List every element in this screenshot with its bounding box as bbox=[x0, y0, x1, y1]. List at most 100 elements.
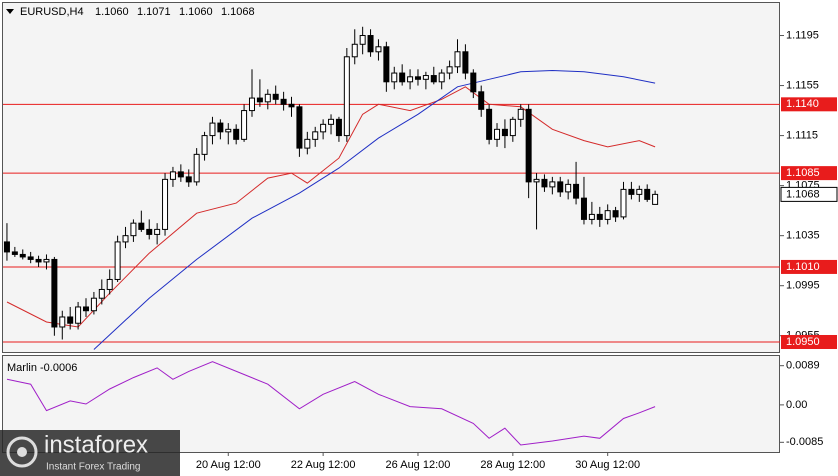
header-value: 1.1060 bbox=[179, 6, 213, 18]
current-price-label: 1.1068 bbox=[786, 188, 820, 200]
chart-title: EURUSD,H4 bbox=[20, 6, 84, 18]
candle-body bbox=[312, 131, 319, 140]
candle-body bbox=[454, 51, 461, 68]
candle-body bbox=[628, 188, 635, 195]
candle-body bbox=[375, 46, 382, 53]
candle-body bbox=[636, 188, 643, 195]
current-price-box bbox=[780, 186, 838, 202]
candle-body bbox=[580, 197, 587, 220]
candle-body bbox=[565, 183, 572, 193]
candle-body bbox=[154, 228, 161, 235]
x-tick-label: 28 Aug 12:00 bbox=[480, 459, 545, 471]
moving-average bbox=[93, 69, 656, 350]
candle-body bbox=[533, 178, 540, 183]
candle-body bbox=[193, 153, 200, 183]
candle-body bbox=[494, 128, 501, 140]
candle-body bbox=[217, 122, 224, 133]
candle-body bbox=[438, 72, 445, 83]
candle-body bbox=[604, 210, 611, 220]
candle-body bbox=[407, 76, 414, 83]
level-label: 1.1140 bbox=[786, 98, 819, 110]
candle-body bbox=[209, 122, 216, 137]
candle-body bbox=[225, 128, 232, 133]
candle-body bbox=[241, 110, 248, 140]
candle-body bbox=[272, 93, 279, 100]
candle-body bbox=[359, 35, 366, 45]
candle-body bbox=[35, 258, 42, 263]
candle-body bbox=[90, 297, 97, 312]
candle-body bbox=[233, 128, 240, 140]
candle-body bbox=[82, 306, 89, 312]
candle-body bbox=[264, 93, 271, 103]
x-tick-label: 26 Aug 12:00 bbox=[386, 459, 451, 471]
candle-body bbox=[367, 35, 374, 53]
candle-body bbox=[573, 183, 580, 199]
candle-body bbox=[509, 118, 516, 137]
candle-body bbox=[185, 176, 192, 183]
candle-body bbox=[596, 213, 603, 220]
candle-body bbox=[19, 253, 26, 258]
candle-body bbox=[486, 108, 493, 140]
candle-body bbox=[280, 98, 287, 105]
x-tick-label: 22 Aug 12:00 bbox=[291, 459, 356, 471]
candle-body bbox=[98, 288, 105, 299]
candle-body bbox=[501, 128, 508, 137]
candle-body bbox=[517, 108, 524, 120]
candle-body bbox=[422, 75, 429, 80]
candle-body bbox=[470, 72, 477, 93]
candle-body bbox=[652, 193, 659, 205]
watermark-logo-dot bbox=[17, 447, 27, 457]
level-label-box bbox=[781, 166, 837, 181]
y-tick-label: 1.1155 bbox=[786, 79, 819, 91]
level-label: 1.1010 bbox=[786, 261, 820, 273]
candle-body bbox=[328, 118, 335, 125]
candle-body bbox=[27, 256, 34, 260]
candle-body bbox=[43, 258, 50, 263]
candle-body bbox=[557, 181, 564, 193]
y-tick-label: 1.1035 bbox=[786, 230, 820, 242]
candle-body bbox=[644, 188, 651, 200]
watermark-box bbox=[0, 430, 180, 476]
candle-body bbox=[3, 241, 10, 253]
x-tick-label: 30 Aug 12:00 bbox=[575, 459, 640, 471]
header-value: 1.1060 bbox=[95, 6, 129, 18]
y-tick-label: 0.00 bbox=[786, 399, 807, 411]
y-tick-label: 1.0995 bbox=[786, 280, 820, 292]
y-tick-label: -0.0085 bbox=[786, 436, 823, 448]
moving-average bbox=[6, 86, 656, 328]
y-tick-label: 1.1115 bbox=[786, 130, 818, 142]
indicator-title: Marlin -0.0006 bbox=[7, 362, 77, 374]
candle-body bbox=[620, 188, 627, 218]
candle-body bbox=[51, 258, 58, 328]
header-value: 1.1071 bbox=[137, 6, 171, 18]
candle-body bbox=[169, 171, 176, 180]
candle-body bbox=[446, 66, 453, 74]
candle-body bbox=[541, 178, 548, 188]
candle-body bbox=[525, 108, 532, 183]
candle-body bbox=[122, 235, 129, 243]
candle-body bbox=[256, 97, 263, 103]
candle-body bbox=[391, 72, 398, 83]
candle-body bbox=[106, 278, 113, 290]
candle-body bbox=[130, 222, 137, 237]
candle-body bbox=[146, 228, 153, 235]
candle-body bbox=[75, 306, 82, 324]
y-tick-label: 1.1195 bbox=[786, 29, 819, 41]
level-label-box bbox=[781, 259, 837, 274]
candle-body bbox=[114, 241, 121, 280]
candle-body bbox=[335, 118, 342, 137]
candle-body bbox=[478, 91, 485, 110]
candle-body bbox=[588, 213, 595, 220]
level-label: 1.0950 bbox=[786, 336, 820, 348]
candle-body bbox=[612, 210, 619, 218]
candle-body bbox=[430, 75, 437, 83]
watermark-brand: instaforex bbox=[44, 431, 148, 458]
price-panel bbox=[2, 2, 780, 353]
candle-body bbox=[304, 138, 311, 149]
candle-body bbox=[59, 316, 66, 328]
level-label-box bbox=[781, 97, 837, 112]
candle-body bbox=[462, 51, 469, 74]
watermark-tagline: Instant Forex Trading bbox=[46, 462, 141, 473]
y-tick-label: 0.0089 bbox=[786, 360, 820, 372]
